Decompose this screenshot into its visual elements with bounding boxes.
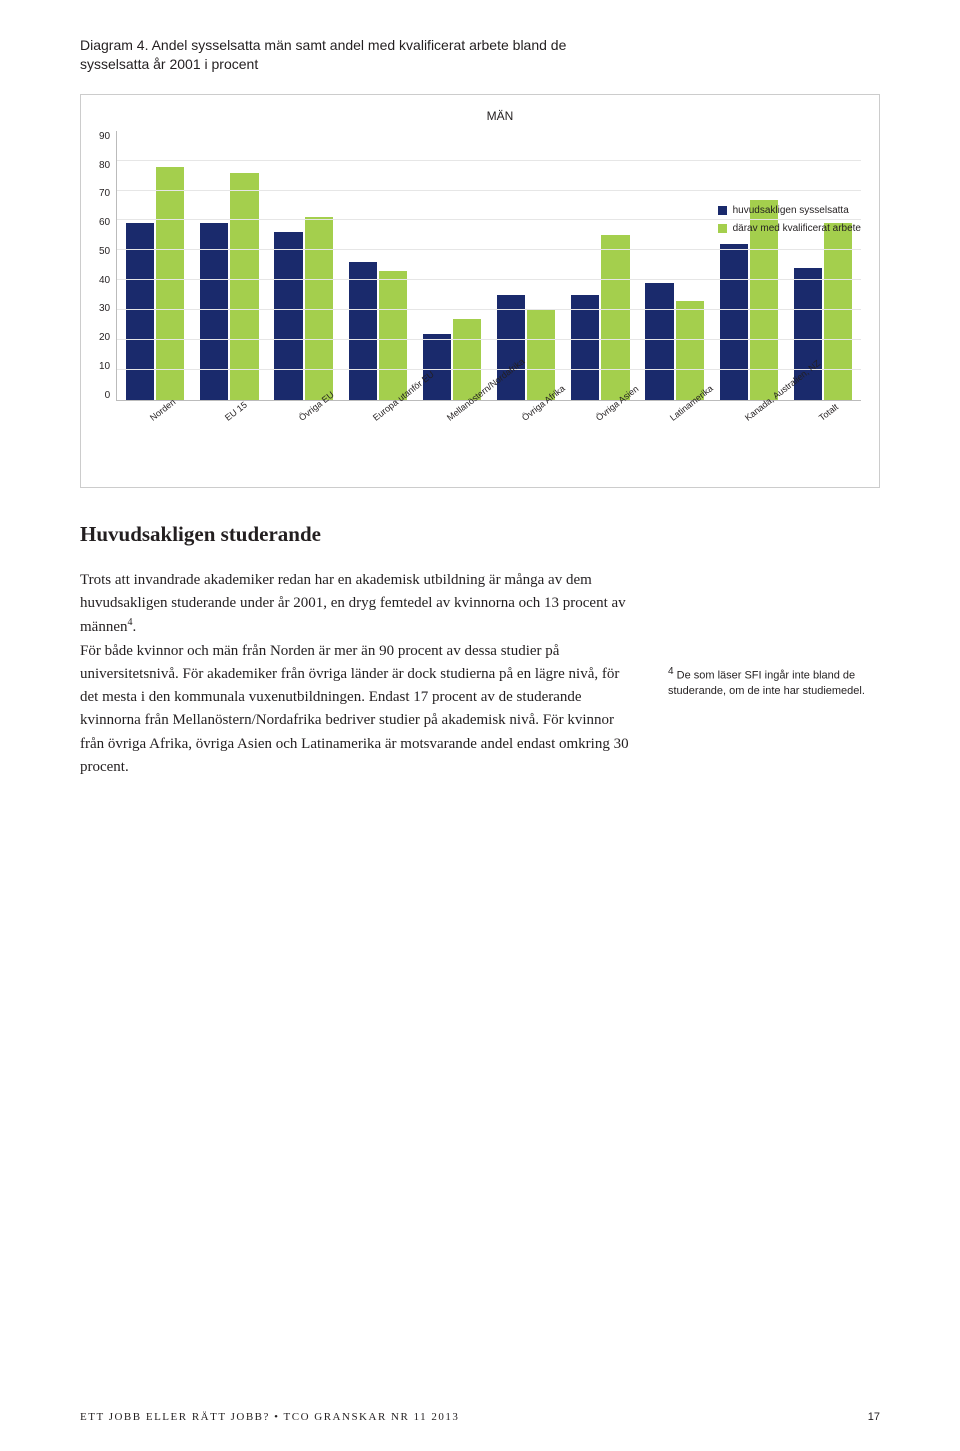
bar-series-a	[126, 223, 154, 399]
x-tick: Övriga Afrika	[497, 407, 555, 477]
x-tick: Norden	[125, 407, 183, 477]
bar-group	[126, 131, 184, 400]
bar-group	[794, 131, 852, 400]
caption-label: Diagram 4.	[80, 37, 148, 53]
page-container: Diagram 4. Andel sysselsatta män samt an…	[0, 0, 960, 819]
page-footer: ETT JOBB ELLER RÄTT JOBB? • TCO GRANSKAR…	[80, 1411, 880, 1423]
bar-group	[423, 131, 481, 400]
x-tick: Övriga Asien	[571, 407, 629, 477]
bar-series-b	[305, 217, 333, 399]
bar-series-b	[824, 223, 852, 399]
diagram-caption: Diagram 4. Andel sysselsatta män samt an…	[80, 36, 600, 74]
x-tick: Europa utanför EU	[348, 407, 406, 477]
bar-series-b	[527, 310, 555, 400]
chart-container: MÄN 90 80 70 60 50 40 30 20 10 0 Norden EU 15 Övrig…	[80, 94, 880, 488]
y-tick: 10	[99, 361, 110, 372]
bar-series-b	[676, 301, 704, 400]
bar-group	[200, 131, 258, 400]
plot-area	[116, 131, 861, 401]
bar-series-a	[349, 262, 377, 399]
y-axis: 90 80 70 60 50 40 30 20 10 0	[99, 131, 116, 401]
bar-series-a	[274, 232, 302, 399]
y-tick: 50	[99, 246, 110, 257]
x-axis-labels: Norden EU 15 Övriga EU Europa utanför EU Mel…	[116, 407, 861, 477]
legend-item-0: huvudsakligen sysselsatta	[718, 203, 861, 219]
bar-series-a	[720, 244, 748, 399]
sidenote: 4 De som läser SFI ingår inte bland de s…	[668, 569, 880, 779]
bar-series-a	[571, 295, 599, 400]
bar-group	[349, 131, 407, 400]
paragraph-1: Trots att invandrade akademiker redan ha…	[80, 569, 640, 640]
x-tick: Kanada, Australien, NZ	[719, 407, 777, 477]
bar-series-b	[230, 173, 258, 400]
y-tick: 30	[99, 303, 110, 314]
footer-left: ETT JOBB ELLER RÄTT JOBB? • TCO GRANSKAR…	[80, 1411, 459, 1423]
bar-series-a	[645, 283, 673, 400]
bar-series-a	[423, 334, 451, 400]
section-heading: Huvudsakligen studerande	[80, 522, 880, 547]
bar-group	[497, 131, 555, 400]
footer-page-number: 17	[868, 1411, 880, 1423]
chart-title: MÄN	[139, 109, 861, 123]
caption-text: Andel sysselsatta män samt andel med kva…	[80, 37, 566, 72]
bar-group	[274, 131, 332, 400]
legend-swatch-1	[718, 224, 727, 233]
body-row: Trots att invandrade akademiker redan ha…	[80, 569, 880, 779]
sidenote-text: De som läser SFI ingår inte bland de stu…	[668, 669, 865, 697]
y-tick: 20	[99, 332, 110, 343]
x-tick: Mellanöstern/Nordafrika	[422, 407, 480, 477]
paragraph-2: För både kvinnor och män från Norden är …	[80, 640, 640, 780]
legend-label-0: huvudsakligen sysselsatta	[733, 203, 849, 219]
bar-group	[571, 131, 629, 400]
y-tick: 0	[99, 390, 110, 401]
x-tick: EU 15	[199, 407, 257, 477]
bar-series-b	[601, 235, 629, 399]
legend: huvudsakligen sysselsatta därav med kval…	[718, 203, 861, 239]
legend-label-1: därav med kvalificerat arbete	[733, 221, 861, 237]
y-tick: 40	[99, 275, 110, 286]
x-tick: Övriga EU	[274, 407, 332, 477]
plot-column: Norden EU 15 Övriga EU Europa utanför EU Mel…	[116, 131, 861, 477]
y-tick: 90	[99, 131, 110, 142]
p1-main: Trots att invandrade akademiker redan ha…	[80, 572, 626, 636]
bar-series-b	[156, 167, 184, 400]
body-text: Trots att invandrade akademiker redan ha…	[80, 569, 640, 779]
legend-item-1: därav med kvalificerat arbete	[718, 221, 861, 237]
x-tick: Totalt	[794, 407, 852, 477]
bar-series-a	[497, 295, 525, 400]
bar-group	[645, 131, 703, 400]
p1-tail: .	[132, 619, 136, 635]
x-tick: Latinamerika	[645, 407, 703, 477]
bar-series-a	[200, 223, 228, 399]
y-tick: 70	[99, 188, 110, 199]
bar-series-b	[453, 319, 481, 400]
chart-area: 90 80 70 60 50 40 30 20 10 0 Norden EU 15 Övriga EU…	[99, 131, 861, 477]
bar-series-b	[379, 271, 407, 400]
y-tick: 80	[99, 160, 110, 171]
y-tick: 60	[99, 217, 110, 228]
bar-group	[720, 131, 778, 400]
legend-swatch-0	[718, 206, 727, 215]
